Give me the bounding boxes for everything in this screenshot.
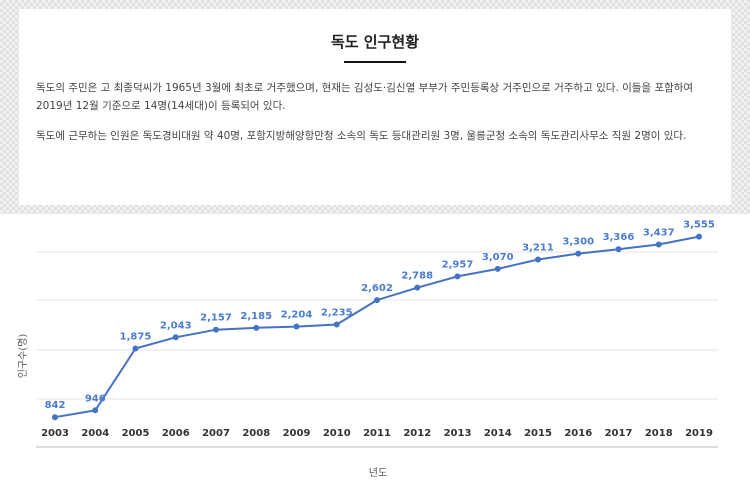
x-tick-label: 2005	[122, 428, 150, 439]
data-point	[293, 323, 300, 330]
data-point	[696, 233, 702, 240]
x-tick-label: 2018	[645, 428, 673, 439]
x-tick-label: 2009	[283, 428, 311, 439]
x-tick-label: 2004	[81, 428, 109, 439]
data-labels: 842 946 1,875 2,043 2,157 2,185 2,204 2,235 2,60…	[45, 220, 715, 412]
x-axis-title: 년도	[369, 467, 387, 479]
data-label: 2,602	[361, 283, 393, 294]
data-label: 2,788	[401, 271, 433, 282]
chart-gridlines	[36, 251, 718, 400]
intro-paragraph-staff: 독도에 근무하는 인원은 독도경비대원 약 40명, 포항지방해양항만청 소속의…	[36, 130, 687, 142]
data-label: 2,235	[321, 307, 353, 318]
data-point	[575, 250, 582, 257]
x-tick-label: 2007	[202, 428, 230, 439]
data-label: 3,211	[522, 243, 554, 254]
data-label: 842	[45, 400, 66, 411]
data-label: 2,043	[160, 320, 192, 331]
x-tick-label: 2012	[403, 428, 431, 439]
data-label: 3,366	[603, 232, 635, 243]
x-tick-label: 2015	[524, 428, 552, 439]
population-line-chart: 842 946 1,875 2,043 2,157 2,185 2,204 2,235 2,60…	[17, 220, 718, 479]
x-tick-label: 2010	[323, 428, 351, 439]
x-tick-label: 2006	[162, 428, 190, 439]
series-line	[54, 235, 700, 419]
data-point	[535, 256, 541, 263]
x-tick-label: 2013	[444, 428, 472, 439]
page-title: 독도 인구현황	[330, 33, 420, 51]
info-panel: 독도 인구현황 독도의 주민은 고 최종덕씨가 1965년 3월에 최초로 거주…	[19, 9, 731, 205]
data-points	[52, 233, 702, 421]
data-point	[454, 273, 461, 280]
x-tick-label: 2011	[363, 428, 391, 439]
data-label: 3,437	[643, 227, 675, 238]
data-point	[213, 326, 219, 333]
data-point	[374, 297, 380, 304]
x-tick-label: 2019	[685, 428, 713, 439]
data-point	[655, 241, 662, 248]
data-point	[172, 334, 179, 341]
data-label: 3,070	[482, 252, 514, 263]
title-underline	[344, 61, 406, 63]
data-label: 946	[85, 393, 106, 404]
x-tick-labels: 2003 2004 2005 2006 2007 2008 2009 2010 2011 2012…	[41, 428, 713, 439]
data-point	[615, 246, 622, 253]
data-point	[92, 407, 99, 414]
data-label: 2,957	[442, 259, 474, 270]
data-point	[132, 345, 139, 352]
x-tick-label: 2008	[242, 428, 270, 439]
data-point	[253, 324, 260, 331]
x-tick-label: 2014	[484, 428, 512, 439]
y-axis-title: 인구수(명)	[17, 334, 29, 379]
data-point	[333, 321, 340, 328]
x-tick-label: 2003	[41, 428, 69, 439]
data-label: 2,204	[281, 310, 313, 321]
data-label: 1,875	[120, 331, 152, 342]
data-label: 2,185	[240, 311, 272, 322]
x-tick-label: 2016	[564, 428, 592, 439]
data-label: 3,300	[562, 237, 594, 248]
data-point	[52, 414, 58, 421]
data-label: 3,555	[683, 220, 715, 231]
data-point	[414, 284, 421, 291]
data-label: 2,157	[200, 313, 232, 324]
data-point	[494, 265, 501, 272]
x-tick-label: 2017	[605, 428, 633, 439]
intro-paragraph-residents: 독도의 주민은 고 최종덕씨가 1965년 3월에 최초로 거주했으며, 현재는…	[36, 82, 694, 112]
